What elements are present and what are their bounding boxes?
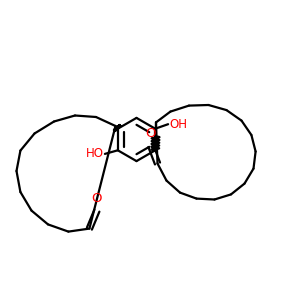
Text: OH: OH [169,118,188,131]
Text: HO: HO [85,147,103,161]
Text: O: O [92,192,102,205]
Text: O: O [146,127,156,140]
